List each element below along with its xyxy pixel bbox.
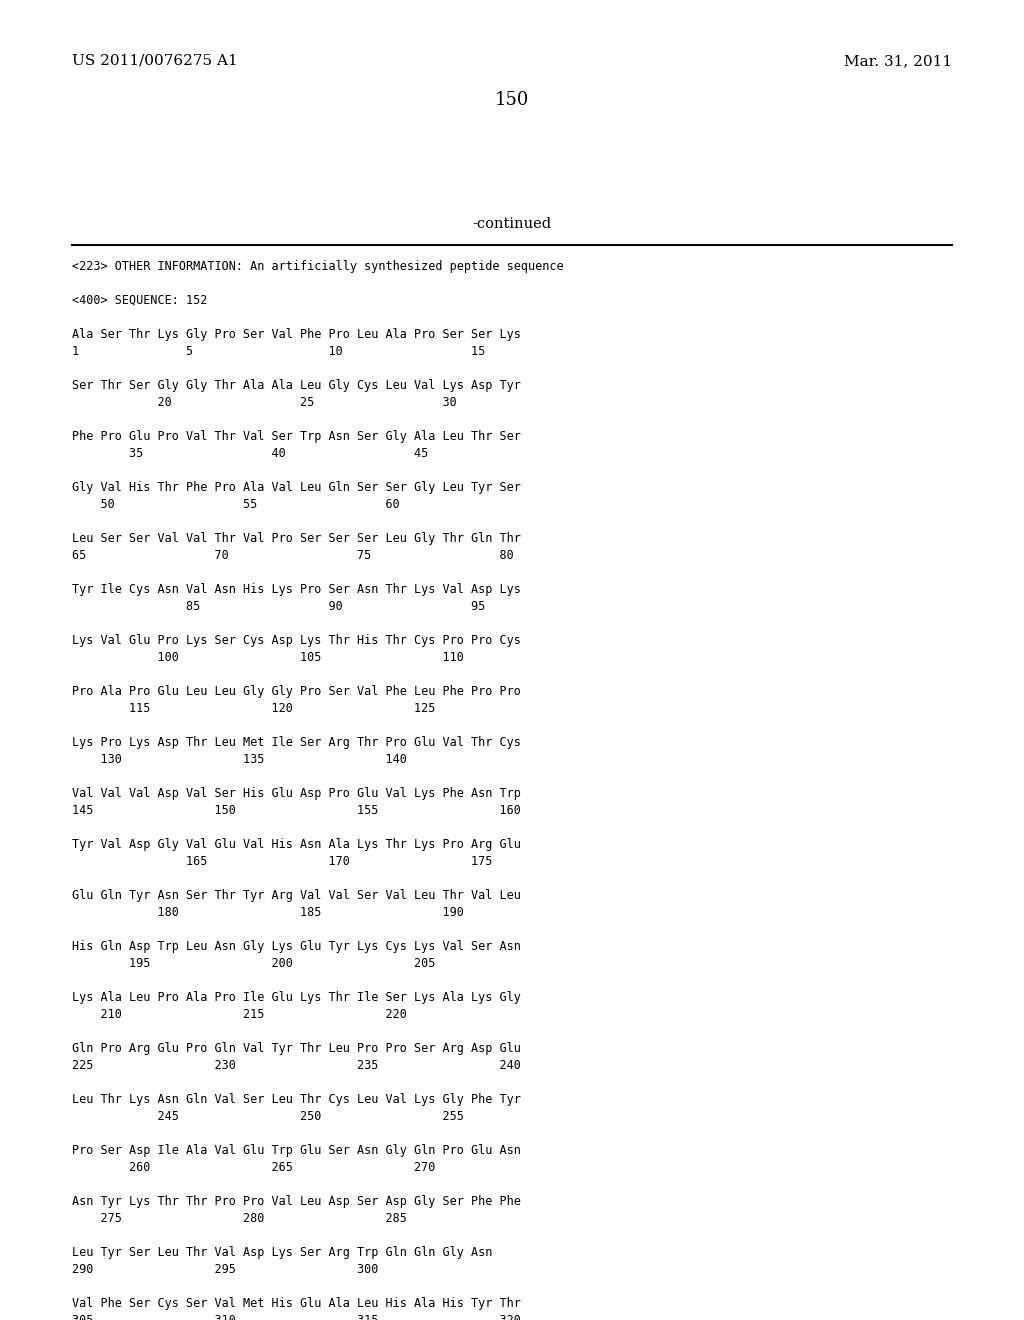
Text: 225                 230                 235                 240: 225 230 235 240 — [72, 1059, 521, 1072]
Text: Phe Pro Glu Pro Val Thr Val Ser Trp Asn Ser Gly Ala Leu Thr Ser: Phe Pro Glu Pro Val Thr Val Ser Trp Asn … — [72, 430, 521, 444]
Text: <223> OTHER INFORMATION: An artificially synthesized peptide sequence: <223> OTHER INFORMATION: An artificially… — [72, 260, 563, 273]
Text: Ala Ser Thr Lys Gly Pro Ser Val Phe Pro Leu Ala Pro Ser Ser Lys: Ala Ser Thr Lys Gly Pro Ser Val Phe Pro … — [72, 327, 521, 341]
Text: 100                 105                 110: 100 105 110 — [72, 651, 464, 664]
Text: Glu Gln Tyr Asn Ser Thr Tyr Arg Val Val Ser Val Leu Thr Val Leu: Glu Gln Tyr Asn Ser Thr Tyr Arg Val Val … — [72, 888, 521, 902]
Text: 35                  40                  45: 35 40 45 — [72, 447, 428, 459]
Text: Leu Tyr Ser Leu Thr Val Asp Lys Ser Arg Trp Gln Gln Gly Asn: Leu Tyr Ser Leu Thr Val Asp Lys Ser Arg … — [72, 1246, 493, 1259]
Text: 195                 200                 205: 195 200 205 — [72, 957, 435, 970]
Text: Val Phe Ser Cys Ser Val Met His Glu Ala Leu His Ala His Tyr Thr: Val Phe Ser Cys Ser Val Met His Glu Ala … — [72, 1298, 521, 1309]
Text: 180                 185                 190: 180 185 190 — [72, 906, 464, 919]
Text: Lys Val Glu Pro Lys Ser Cys Asp Lys Thr His Thr Cys Pro Pro Cys: Lys Val Glu Pro Lys Ser Cys Asp Lys Thr … — [72, 634, 521, 647]
Text: Gln Pro Arg Glu Pro Gln Val Tyr Thr Leu Pro Pro Ser Arg Asp Glu: Gln Pro Arg Glu Pro Gln Val Tyr Thr Leu … — [72, 1041, 521, 1055]
Text: 210                 215                 220: 210 215 220 — [72, 1008, 407, 1020]
Text: 275                 280                 285: 275 280 285 — [72, 1212, 407, 1225]
Text: Lys Ala Leu Pro Ala Pro Ile Glu Lys Thr Ile Ser Lys Ala Lys Gly: Lys Ala Leu Pro Ala Pro Ile Glu Lys Thr … — [72, 991, 521, 1005]
Text: Val Val Val Asp Val Ser His Glu Asp Pro Glu Val Lys Phe Asn Trp: Val Val Val Asp Val Ser His Glu Asp Pro … — [72, 787, 521, 800]
Text: His Gln Asp Trp Leu Asn Gly Lys Glu Tyr Lys Cys Lys Val Ser Asn: His Gln Asp Trp Leu Asn Gly Lys Glu Tyr … — [72, 940, 521, 953]
Text: 115                 120                 125: 115 120 125 — [72, 702, 435, 715]
Text: <400> SEQUENCE: 152: <400> SEQUENCE: 152 — [72, 294, 208, 308]
Text: 150: 150 — [495, 91, 529, 110]
Text: Ser Thr Ser Gly Gly Thr Ala Ala Leu Gly Cys Leu Val Lys Asp Tyr: Ser Thr Ser Gly Gly Thr Ala Ala Leu Gly … — [72, 379, 521, 392]
Text: 305                 310                 315                 320: 305 310 315 320 — [72, 1313, 521, 1320]
Text: 290                 295                 300: 290 295 300 — [72, 1263, 379, 1276]
Text: 65                  70                  75                  80: 65 70 75 80 — [72, 549, 514, 562]
Text: Gly Val His Thr Phe Pro Ala Val Leu Gln Ser Ser Gly Leu Tyr Ser: Gly Val His Thr Phe Pro Ala Val Leu Gln … — [72, 480, 521, 494]
Text: 165                 170                 175: 165 170 175 — [72, 855, 493, 869]
Text: -continued: -continued — [472, 216, 552, 231]
Text: 50                  55                  60: 50 55 60 — [72, 498, 399, 511]
Text: 1               5                   10                  15: 1 5 10 15 — [72, 345, 485, 358]
Text: Tyr Val Asp Gly Val Glu Val His Asn Ala Lys Thr Lys Pro Arg Glu: Tyr Val Asp Gly Val Glu Val His Asn Ala … — [72, 838, 521, 851]
Text: Pro Ala Pro Glu Leu Leu Gly Gly Pro Ser Val Phe Leu Phe Pro Pro: Pro Ala Pro Glu Leu Leu Gly Gly Pro Ser … — [72, 685, 521, 698]
Text: Leu Thr Lys Asn Gln Val Ser Leu Thr Cys Leu Val Lys Gly Phe Tyr: Leu Thr Lys Asn Gln Val Ser Leu Thr Cys … — [72, 1093, 521, 1106]
Text: 145                 150                 155                 160: 145 150 155 160 — [72, 804, 521, 817]
Text: US 2011/0076275 A1: US 2011/0076275 A1 — [72, 54, 238, 69]
Text: 85                  90                  95: 85 90 95 — [72, 601, 485, 612]
Text: 260                 265                 270: 260 265 270 — [72, 1162, 435, 1173]
Text: Pro Ser Asp Ile Ala Val Glu Trp Glu Ser Asn Gly Gln Pro Glu Asn: Pro Ser Asp Ile Ala Val Glu Trp Glu Ser … — [72, 1144, 521, 1158]
Text: Lys Pro Lys Asp Thr Leu Met Ile Ser Arg Thr Pro Glu Val Thr Cys: Lys Pro Lys Asp Thr Leu Met Ile Ser Arg … — [72, 737, 521, 748]
Text: 130                 135                 140: 130 135 140 — [72, 752, 407, 766]
Text: 245                 250                 255: 245 250 255 — [72, 1110, 464, 1123]
Text: Tyr Ile Cys Asn Val Asn His Lys Pro Ser Asn Thr Lys Val Asp Lys: Tyr Ile Cys Asn Val Asn His Lys Pro Ser … — [72, 583, 521, 597]
Text: Asn Tyr Lys Thr Thr Pro Pro Val Leu Asp Ser Asp Gly Ser Phe Phe: Asn Tyr Lys Thr Thr Pro Pro Val Leu Asp … — [72, 1195, 521, 1208]
Text: Leu Ser Ser Val Val Thr Val Pro Ser Ser Ser Leu Gly Thr Gln Thr: Leu Ser Ser Val Val Thr Val Pro Ser Ser … — [72, 532, 521, 545]
Text: 20                  25                  30: 20 25 30 — [72, 396, 457, 409]
Text: Mar. 31, 2011: Mar. 31, 2011 — [844, 54, 952, 69]
